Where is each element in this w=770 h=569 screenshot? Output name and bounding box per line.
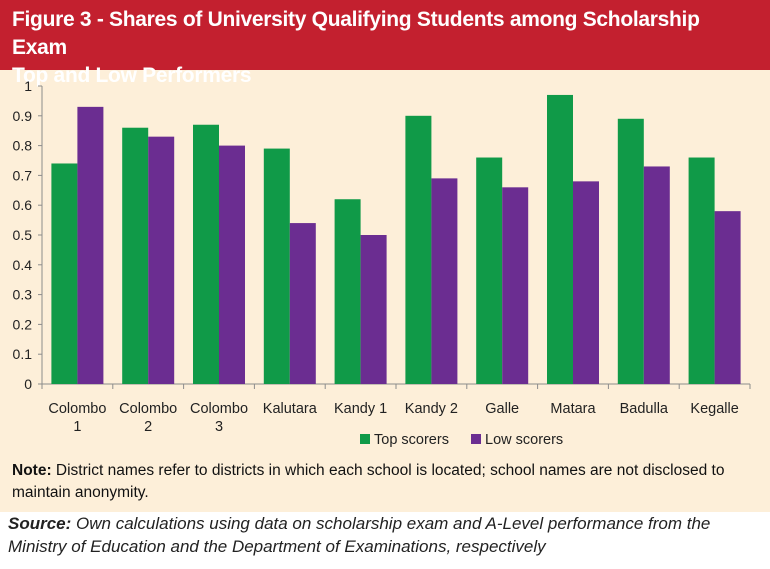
bar-low-scorers	[573, 181, 599, 384]
y-tick-label: 1	[24, 78, 32, 94]
legend-label-low-scorers: Low scorers	[485, 432, 563, 448]
chart-note: Note: District names refer to districts …	[12, 460, 757, 504]
bar-low-scorers	[643, 166, 670, 384]
y-tick-label: 0.5	[13, 227, 33, 243]
x-category-label: Kegalle	[690, 401, 738, 417]
y-tick-label: 0.6	[13, 197, 33, 213]
bar-chart: 0 0.1 0.2 0.3 0.4 0.5 0.6 0.7 0.8 0.9 1 Colombo 1 Col…	[13, 78, 751, 448]
bar-top-scorers	[476, 157, 503, 384]
bar-low-scorers	[148, 136, 175, 384]
bar-top-scorers	[193, 124, 219, 385]
y-tick-label: 0	[24, 376, 32, 392]
bar-top-scorers	[334, 199, 361, 384]
x-category-label: Kandy 2	[405, 401, 458, 417]
x-category-label: Kandy 1	[334, 401, 387, 417]
note-label: Note:	[12, 462, 52, 479]
figure-title-line-1: Figure 3 - Shares of University Qualifyi…	[12, 8, 700, 59]
bar-low-scorers	[289, 223, 316, 384]
figure-title-line-2: Top and Low Performers	[12, 64, 252, 87]
figure-panel: Figure 3 - Shares of University Qualifyi…	[0, 0, 770, 512]
figure-title-bar: Figure 3 - Shares of University Qualifyi…	[0, 0, 770, 87]
legend-label-top-scorers: Top scorers	[374, 432, 449, 448]
y-tick-label: 0.4	[13, 257, 33, 273]
legend-swatch-low-scorers	[471, 434, 481, 444]
bar-low-scorers	[219, 145, 245, 384]
x-category-label: Matara	[550, 401, 596, 417]
bar-top-scorers	[51, 163, 78, 384]
bar-top-scorers	[405, 115, 432, 385]
y-tick-label: 0.7	[13, 167, 33, 183]
legend-swatch-top-scorers	[360, 434, 370, 444]
y-tick-label: 0.8	[13, 138, 33, 154]
note-text: District names refer to districts in whi…	[12, 462, 725, 501]
bar-low-scorers	[431, 178, 458, 384]
y-tick-label: 0.2	[13, 316, 33, 332]
x-category-label: 2	[144, 419, 152, 435]
x-category-label: 3	[215, 419, 223, 435]
bar-top-scorers	[617, 118, 644, 384]
x-category-label: Kalutara	[263, 401, 318, 417]
bar-top-scorers	[263, 148, 290, 384]
y-tick-label: 0.1	[13, 346, 33, 362]
figure-title: Figure 3 - Shares of University Qualifyi…	[12, 6, 757, 90]
source-citation: Source: Own calculations using data on s…	[8, 512, 768, 558]
bar-low-scorers	[360, 235, 387, 384]
source-label: Source:	[8, 514, 72, 533]
bar-top-scorers	[122, 127, 149, 384]
y-tick-label: 0.9	[13, 108, 33, 124]
bar-low-scorers	[714, 211, 741, 384]
x-category-label: Badulla	[620, 401, 669, 417]
bar-top-scorers	[688, 157, 715, 384]
bar-top-scorers	[547, 94, 573, 384]
x-category-label: Colombo	[190, 401, 248, 417]
bar-low-scorers	[77, 106, 104, 385]
x-category-label: 1	[73, 419, 81, 435]
x-category-label: Colombo	[48, 401, 106, 417]
y-tick-label: 0.3	[13, 287, 33, 303]
source-text: Own calculations using data on scholarsh…	[8, 514, 711, 556]
x-category-label: Galle	[485, 401, 519, 417]
x-category-label: Colombo	[119, 401, 177, 417]
bar-low-scorers	[502, 187, 529, 384]
